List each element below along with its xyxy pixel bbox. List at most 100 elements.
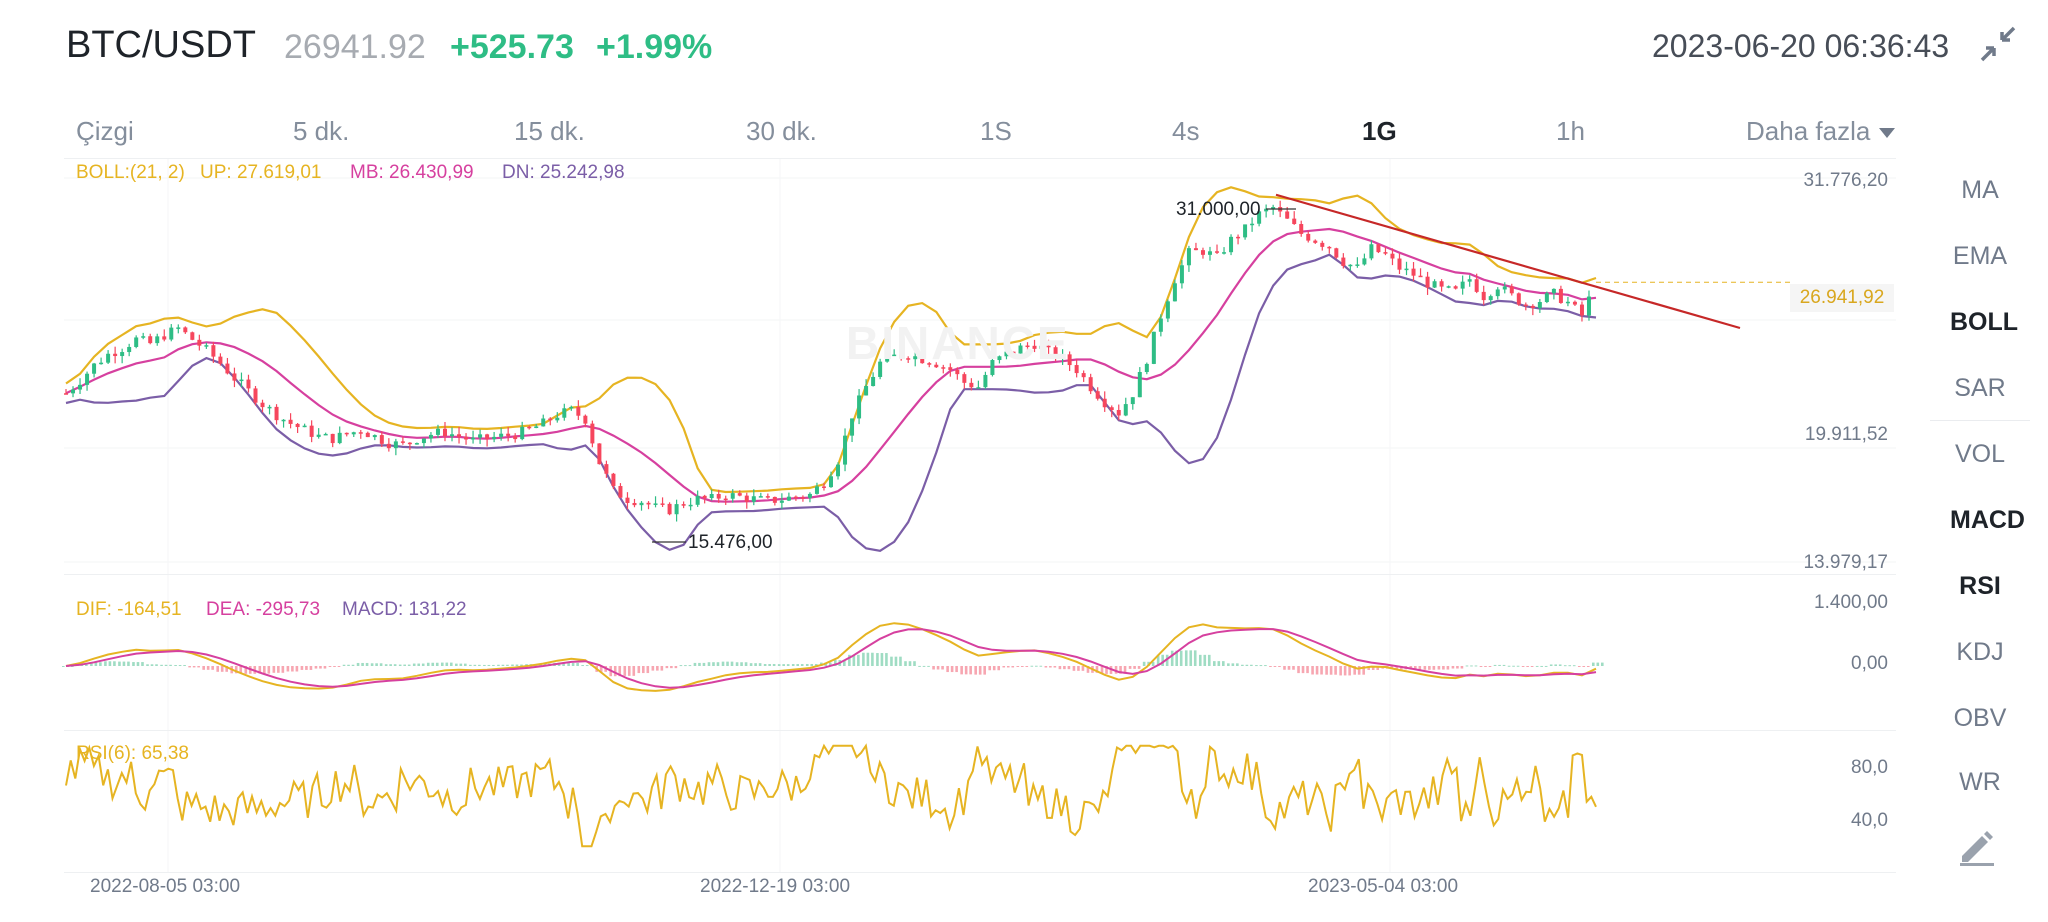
macd-bar: [1250, 664, 1253, 666]
macd-bar: [1161, 654, 1164, 666]
macd-bar: [1334, 666, 1337, 675]
candle-body: [920, 356, 925, 364]
indicator-boll[interactable]: BOLL: [1950, 308, 2019, 336]
indicator-ema[interactable]: EMA: [1952, 242, 2008, 270]
candle-body: [127, 346, 132, 353]
tab-30m[interactable]: 30 dk.: [746, 116, 817, 146]
tab-1h[interactable]: 1h: [1556, 116, 1585, 146]
macd-bar: [618, 666, 622, 677]
macd-bar: [665, 666, 669, 669]
macd-bar: [1535, 665, 1539, 667]
candle-body: [1439, 281, 1444, 287]
candle-body: [639, 502, 644, 506]
trend-line[interactable]: [1275, 193, 1790, 330]
candle-body: [1243, 224, 1248, 238]
pen-draw-icon[interactable]: [1956, 826, 1996, 866]
macd-bar: [90, 662, 93, 666]
macd-bar: [99, 662, 102, 666]
macd-bar: [660, 666, 664, 671]
candle-body: [997, 356, 1002, 361]
macd-dea-path: [65, 628, 1597, 689]
candle-body: [323, 433, 328, 436]
candle-body: [730, 493, 735, 499]
macd-bar: [796, 664, 800, 666]
macd-bar: [160, 664, 163, 666]
macd-bar: [459, 663, 463, 666]
macd-bar: [730, 661, 734, 666]
macd-bar: [449, 662, 453, 666]
macd-lines: [65, 622, 1597, 692]
candle-body: [695, 495, 700, 505]
candle-body: [99, 362, 104, 365]
candle-body: [990, 360, 995, 375]
candle-body: [948, 367, 953, 370]
indicator-kdj[interactable]: KDJ: [1956, 638, 2004, 666]
tab-more[interactable]: Daha fazla: [1746, 116, 1896, 147]
macd-bar: [894, 656, 898, 666]
last-price-tag: 26.941,92: [1790, 284, 1894, 312]
macd-bar: [1512, 665, 1515, 667]
boll-dn-path: [65, 253, 1597, 552]
tab-1h-tr[interactable]: 1S: [980, 116, 1012, 146]
tab-15m[interactable]: 15 dk.: [514, 116, 585, 146]
caret-down-icon: [1878, 128, 1895, 139]
candle-body: [541, 418, 546, 427]
macd-bar: [1460, 666, 1464, 669]
tab-1d[interactable]: 1G: [1362, 116, 1397, 146]
macd-bar: [843, 660, 846, 666]
macd-bar: [1123, 666, 1127, 674]
indicator-wr[interactable]: WR: [1959, 768, 2001, 796]
candle-body: [604, 464, 609, 474]
candle-body: [281, 419, 286, 422]
macd-bar: [141, 662, 144, 666]
macd-bar: [562, 662, 565, 666]
tab-4h[interactable]: 4s: [1172, 116, 1200, 146]
candles: [64, 200, 1591, 522]
indicator-sar[interactable]: SAR: [1954, 374, 2006, 402]
macd-bar: [885, 653, 888, 666]
candle-body: [548, 418, 553, 421]
candle-body: [751, 496, 756, 502]
candle-body: [569, 406, 574, 409]
candle-body: [660, 503, 665, 505]
macd-bar: [1572, 665, 1576, 667]
candle-body: [632, 502, 637, 506]
indicator-macd[interactable]: MACD: [1950, 506, 2025, 534]
candle-body: [1516, 293, 1521, 305]
macd-bar: [581, 665, 584, 667]
indicator-rsi[interactable]: RSI: [1959, 572, 2001, 600]
macd-bar: [1011, 666, 1015, 668]
macd-bar: [1423, 666, 1427, 670]
macd-bar: [974, 666, 977, 675]
candle-body: [765, 496, 770, 498]
candle-body: [1172, 283, 1177, 302]
macd-bar: [1484, 666, 1487, 667]
tab-5m[interactable]: 5 dk.: [293, 116, 350, 146]
macd-bar: [716, 662, 720, 666]
macd-bar: [848, 654, 851, 666]
macd-bar: [314, 666, 318, 669]
macd-bar: [398, 664, 402, 666]
candle-body: [1446, 286, 1451, 288]
collapse-arrows-icon[interactable]: [1978, 24, 2018, 64]
macd-bar: [1367, 666, 1371, 670]
indicator-ma[interactable]: MA: [1961, 176, 1999, 204]
macd-bar: [969, 666, 972, 675]
candle-body: [1215, 251, 1220, 253]
macd-bar: [520, 664, 523, 666]
pair-title[interactable]: BTC/USDT: [66, 24, 256, 66]
macd-bar: [1245, 664, 1249, 666]
macd-bar: [272, 666, 276, 673]
macd-bar: [936, 666, 940, 670]
macd-bar: [1193, 650, 1197, 666]
tab-line[interactable]: Çizgi: [76, 116, 134, 146]
candle-body: [1271, 207, 1276, 209]
macd-bar: [1292, 666, 1295, 670]
macd-bar: [497, 664, 500, 666]
indicator-vol[interactable]: VOL: [1954, 440, 2006, 468]
macd-bar: [992, 666, 996, 671]
candle-body: [793, 496, 798, 499]
macd-bar: [1020, 666, 1024, 667]
indicator-obv[interactable]: OBV: [1953, 704, 2007, 732]
